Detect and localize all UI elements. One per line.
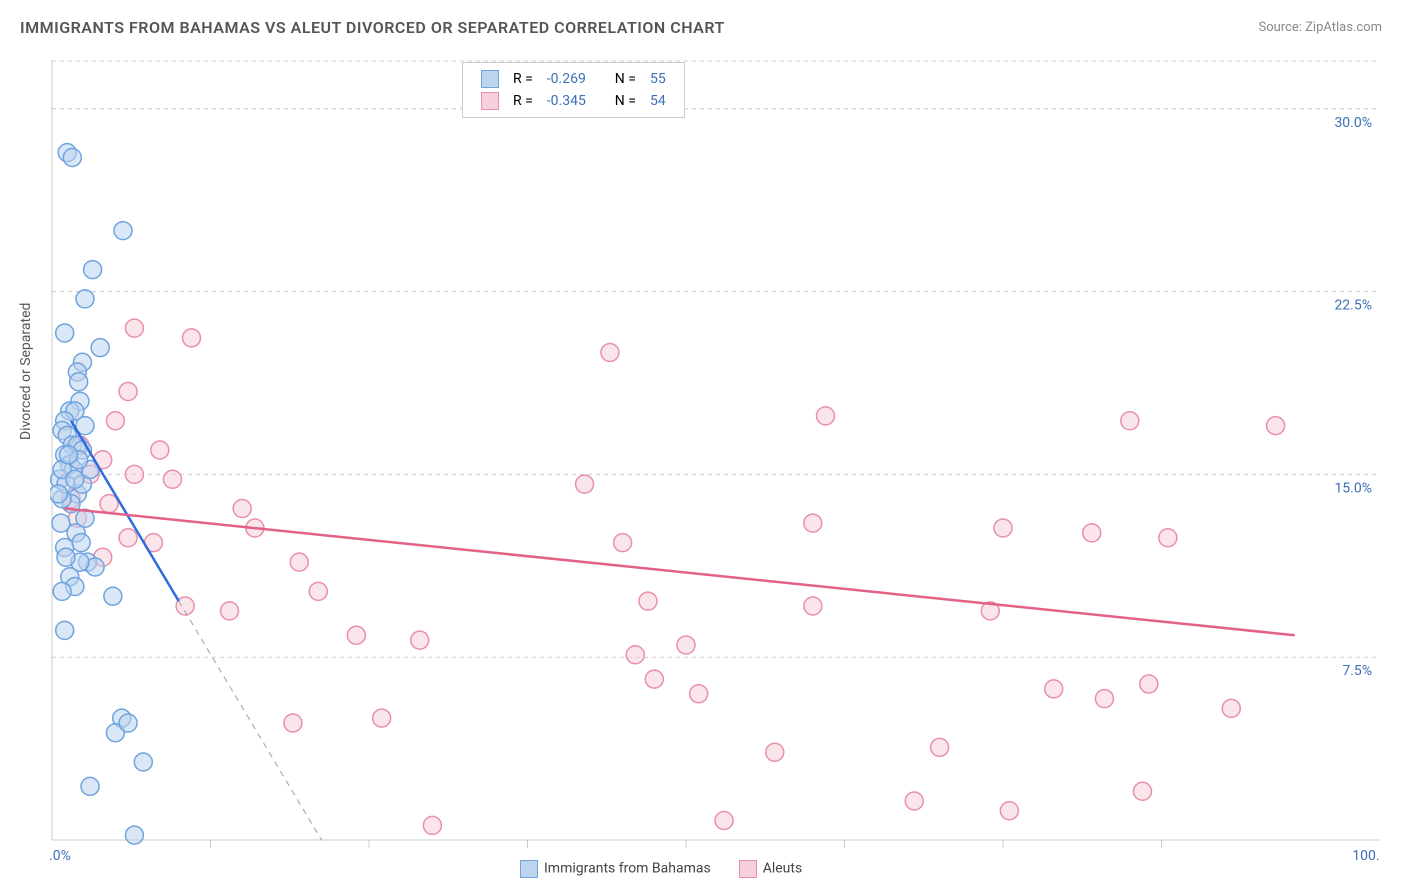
data-point-aleuts	[151, 441, 169, 459]
legend-swatch-bottom-aleuts	[739, 860, 757, 878]
legend-item-aleuts: Aleuts	[739, 860, 802, 878]
data-point-aleuts	[347, 626, 365, 644]
data-point-aleuts	[423, 816, 441, 834]
data-point-aleuts	[163, 470, 181, 488]
legend-R-label: R =	[507, 91, 539, 111]
data-point-aleuts	[373, 709, 391, 727]
data-point-bahamas	[50, 485, 67, 503]
data-point-bahamas	[125, 826, 143, 844]
legend-N-label: N =	[609, 91, 642, 111]
legend-row-bahamas: R =-0.269N =55	[475, 69, 672, 89]
legend-N-value-aleuts: 54	[644, 91, 672, 111]
data-point-aleuts	[1133, 782, 1151, 800]
y-axis-label: Divorced or Separated	[18, 303, 34, 440]
data-point-bahamas	[72, 534, 90, 552]
data-point-aleuts	[677, 636, 695, 654]
legend-N-label: N =	[609, 69, 642, 89]
data-point-aleuts	[1140, 675, 1158, 693]
legend-swatch-aleuts	[481, 92, 499, 110]
legend-label-bahamas: Immigrants from Bahamas	[544, 861, 711, 877]
data-point-bahamas	[57, 548, 75, 566]
data-point-aleuts	[106, 412, 124, 430]
data-point-aleuts	[125, 465, 143, 483]
legend-R-value-aleuts: -0.345	[541, 91, 607, 111]
data-point-aleuts	[284, 714, 302, 732]
data-point-bahamas	[59, 446, 77, 464]
data-point-aleuts	[639, 592, 657, 610]
data-point-bahamas	[56, 324, 74, 342]
legend-swatch-bahamas	[481, 70, 499, 88]
data-point-aleuts	[601, 344, 619, 362]
data-point-bahamas	[84, 261, 102, 279]
legend-R-value-bahamas: -0.269	[541, 69, 607, 89]
trendline-aleuts	[65, 509, 1295, 636]
data-point-bahamas	[91, 339, 109, 357]
data-point-aleuts	[804, 514, 822, 532]
scatter-plot: 7.5% 15.0% 22.5% 30.0% 0.0% 100.0%	[50, 60, 1380, 860]
data-point-bahamas	[81, 777, 99, 795]
data-point-aleuts	[626, 646, 644, 664]
data-point-aleuts	[614, 534, 632, 552]
data-point-aleuts	[119, 529, 137, 547]
data-point-bahamas	[70, 373, 88, 391]
data-point-aleuts	[905, 792, 923, 810]
data-point-aleuts	[994, 519, 1012, 537]
data-point-bahamas	[76, 290, 94, 308]
data-point-aleuts	[576, 475, 594, 493]
data-point-aleuts	[1159, 529, 1177, 547]
legend-label-aleuts: Aleuts	[763, 861, 802, 877]
data-point-aleuts	[816, 407, 834, 425]
data-point-aleuts	[290, 553, 308, 571]
data-point-bahamas	[63, 149, 81, 167]
data-point-aleuts	[233, 500, 251, 518]
legend-correlation: R =-0.269N =55R =-0.345N =54	[462, 62, 685, 118]
data-point-bahamas	[114, 222, 132, 240]
data-point-aleuts	[715, 812, 733, 830]
svg-text:15.0%: 15.0%	[1334, 480, 1372, 496]
data-point-aleuts	[931, 738, 949, 756]
legend-swatch-bottom-bahamas	[520, 860, 538, 878]
svg-text:100.0%: 100.0%	[1352, 848, 1380, 860]
source-label: Source: ZipAtlas.com	[1258, 20, 1382, 35]
data-point-bahamas	[119, 714, 137, 732]
data-point-aleuts	[125, 319, 143, 337]
data-point-aleuts	[1267, 417, 1285, 435]
data-point-bahamas	[134, 753, 152, 771]
chart-title: IMMIGRANTS FROM BAHAMAS VS ALEUT DIVORCE…	[20, 18, 725, 37]
data-point-aleuts	[766, 743, 784, 761]
data-point-aleuts	[690, 685, 708, 703]
svg-text:0.0%: 0.0%	[50, 848, 71, 860]
legend-row-aleuts: R =-0.345N =54	[475, 91, 672, 111]
data-point-bahamas	[53, 582, 71, 600]
data-point-aleuts	[645, 670, 663, 688]
data-point-aleuts	[411, 631, 429, 649]
legend-item-bahamas: Immigrants from Bahamas	[520, 860, 711, 878]
legend-series: Immigrants from Bahamas Aleuts	[520, 860, 802, 878]
data-point-aleuts	[182, 329, 200, 347]
data-point-aleuts	[804, 597, 822, 615]
data-point-aleuts	[1095, 690, 1113, 708]
data-point-bahamas	[66, 470, 84, 488]
data-point-aleuts	[1222, 699, 1240, 717]
data-point-aleuts	[119, 383, 137, 401]
legend-N-value-bahamas: 55	[644, 69, 672, 89]
legend-R-label: R =	[507, 69, 539, 89]
svg-text:30.0%: 30.0%	[1334, 115, 1372, 131]
data-point-aleuts	[221, 602, 239, 620]
data-point-aleuts	[1045, 680, 1063, 698]
data-point-bahamas	[56, 621, 74, 639]
data-point-aleuts	[1121, 412, 1139, 430]
data-point-aleuts	[1083, 524, 1101, 542]
data-point-aleuts	[309, 582, 327, 600]
data-point-bahamas	[104, 587, 122, 605]
svg-text:7.5%: 7.5%	[1342, 663, 1372, 679]
svg-text:22.5%: 22.5%	[1334, 298, 1372, 314]
data-point-aleuts	[1000, 802, 1018, 820]
